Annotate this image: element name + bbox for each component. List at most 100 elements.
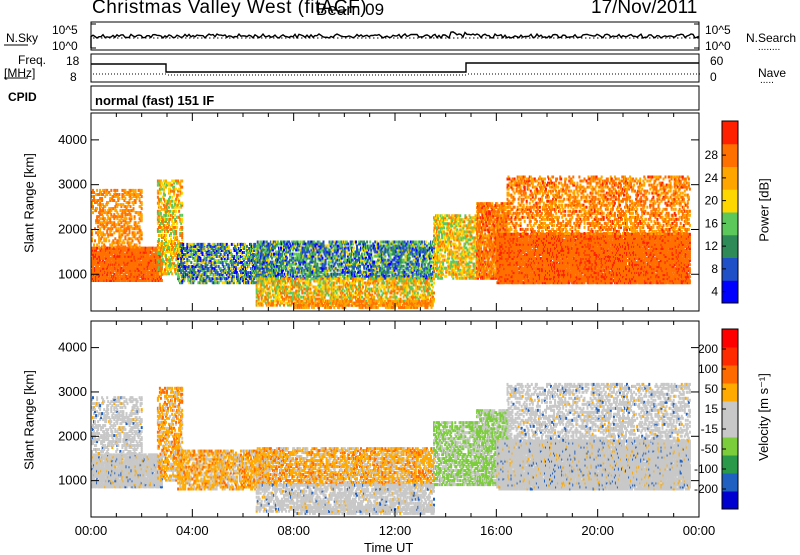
echo-cell	[246, 245, 248, 248]
echo-cell	[179, 214, 181, 217]
echo-cell	[327, 273, 329, 276]
echo-cell	[93, 195, 95, 198]
echo-cell	[95, 231, 97, 234]
echo-cell	[120, 221, 122, 224]
echo-cell	[124, 197, 126, 200]
echo-cell	[160, 212, 162, 215]
echo-cell	[171, 252, 173, 255]
echo-cell	[400, 271, 402, 274]
echo-cell	[141, 195, 143, 198]
echo-cell	[429, 251, 431, 254]
echo-cell	[286, 257, 288, 260]
echo-cell	[135, 237, 137, 240]
echo-cell	[374, 265, 376, 268]
echo-cell	[97, 203, 99, 206]
echo-cell	[141, 231, 143, 234]
echo-cell	[165, 238, 167, 241]
echo-cell	[356, 245, 358, 248]
echo-cell	[347, 253, 349, 256]
echo-cell	[207, 279, 209, 282]
echo-cell	[244, 261, 246, 264]
echo-cell	[372, 269, 374, 272]
echo-cell	[160, 192, 162, 195]
echo-cell	[121, 225, 123, 228]
echo-cell	[114, 189, 116, 192]
echo-cell	[205, 247, 207, 250]
echo-cell	[175, 210, 177, 213]
echo-cell	[220, 253, 222, 256]
echo-cell	[167, 230, 169, 233]
echo-cell	[278, 243, 280, 246]
echo-cell	[257, 241, 259, 244]
echo-cell	[353, 241, 355, 244]
echo-cell	[420, 257, 422, 260]
echo-cell	[131, 193, 133, 196]
echo-cell	[169, 218, 171, 221]
echo-cell	[139, 241, 141, 244]
echo-cell	[173, 180, 175, 183]
echo-cell	[111, 221, 113, 224]
echo-cell	[297, 249, 299, 252]
echo-cell	[160, 198, 162, 201]
echo-cell	[176, 222, 178, 225]
echo-cell	[217, 243, 219, 246]
echo-cell	[96, 207, 98, 210]
echo-cell	[170, 232, 172, 235]
echo-cell	[171, 272, 173, 275]
echo-cell	[266, 241, 268, 244]
echo-cell	[412, 253, 414, 256]
echo-cell	[384, 255, 386, 258]
echo-cell	[204, 243, 206, 246]
echo-cell	[325, 259, 327, 262]
echo-cell	[237, 267, 239, 270]
echo-cell	[104, 233, 106, 236]
echo-cell	[317, 263, 319, 266]
echo-cell	[259, 269, 261, 272]
echo-cell	[98, 245, 100, 248]
echo-cell	[120, 203, 122, 206]
echo-cell	[175, 188, 177, 191]
echo-cell	[181, 186, 183, 189]
echo-cell	[116, 189, 118, 192]
echo-cell	[228, 245, 230, 248]
echo-cell	[237, 273, 239, 276]
echo-cell	[98, 235, 100, 238]
echo-cell	[118, 245, 120, 248]
echo-cell	[93, 243, 95, 246]
echo-cell	[107, 233, 109, 236]
echo-cell	[157, 256, 159, 259]
echo-cell	[111, 227, 113, 230]
echo-cell	[176, 194, 178, 197]
echo-cell	[93, 191, 95, 194]
echo-cell	[95, 193, 97, 196]
echo-cell	[139, 245, 141, 248]
echo-cell	[337, 273, 339, 276]
echo-cell	[229, 281, 231, 284]
echo-cell	[322, 257, 324, 260]
echo-cell	[158, 238, 160, 241]
echo-cell	[253, 281, 255, 284]
echo-cell	[247, 271, 249, 274]
echo-cell	[373, 261, 375, 264]
echo-cell	[96, 243, 98, 246]
echo-cell	[161, 208, 163, 211]
echo-cell	[173, 226, 175, 229]
echo-cell	[124, 245, 126, 248]
echo-cell	[323, 241, 325, 244]
echo-cell	[92, 211, 94, 214]
echo-cell	[395, 273, 397, 276]
echo-cell	[159, 272, 161, 275]
echo-cell	[279, 253, 281, 256]
echo-cell	[134, 215, 136, 218]
echo-cell	[165, 180, 167, 183]
echo-cell	[138, 221, 140, 224]
echo-cell	[393, 263, 395, 266]
echo-cell	[104, 245, 106, 248]
echo-cell	[136, 243, 138, 246]
echo-cell	[129, 237, 131, 240]
echo-cell	[396, 241, 398, 244]
echo-cell	[92, 205, 94, 208]
echo-cell	[222, 281, 224, 284]
echo-cell	[258, 275, 260, 278]
